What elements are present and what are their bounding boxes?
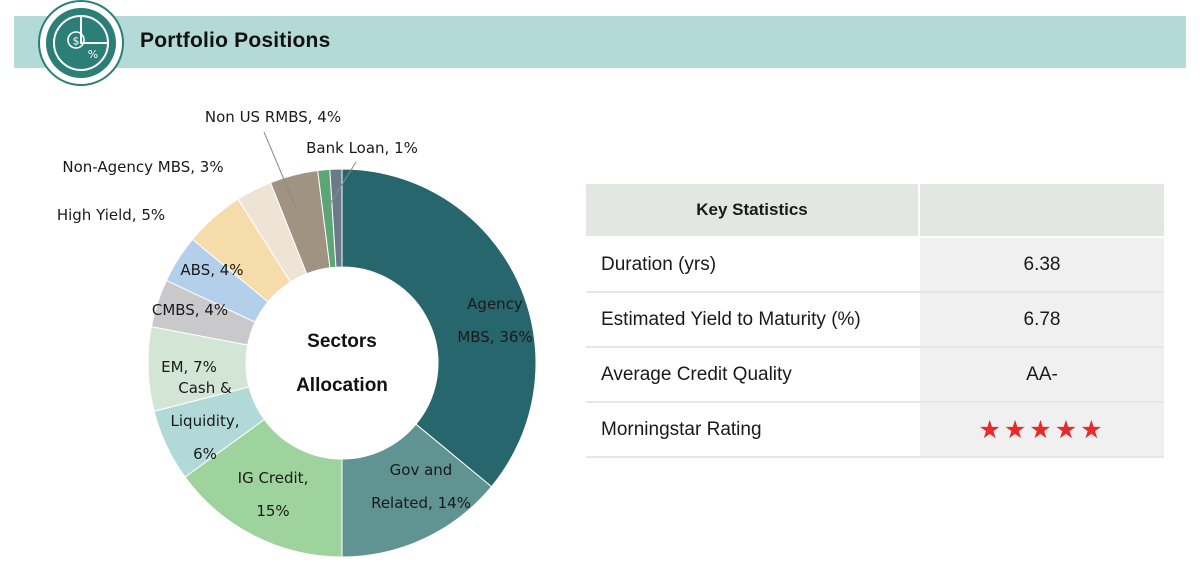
slice-agency-mbs xyxy=(341,168,537,488)
credit-quality-label: Average Credit Quality xyxy=(586,347,919,403)
slice-label-bank-loan: Bank Loan, 1% xyxy=(306,139,418,157)
header-bar xyxy=(14,16,1186,68)
pie-chart-percent-icon: $ % xyxy=(38,0,124,86)
sector-allocation-donut-chart: Agency MBS, 36% Gov and Related, 14% IG Cred… xyxy=(57,108,537,558)
svg-text:$: $ xyxy=(73,35,80,48)
credit-quality-value: AA- xyxy=(918,347,1164,403)
slice-label-cmbs: CMBS, 4% xyxy=(152,301,228,319)
slice-label-non-us-rmbs: Non US RMBS, 4% xyxy=(205,108,341,126)
slice-label-gov-and-related: Gov and Related, 14% xyxy=(371,461,471,512)
duration-value: 6.38 xyxy=(918,237,1164,293)
page-title: Portfolio Positions xyxy=(140,29,331,52)
leader-line-non-us-rmbs xyxy=(263,131,297,209)
slice-label-non-agency-mbs: Non-Agency MBS, 3% xyxy=(62,158,223,176)
slice-label-ig-credit: IG Credit, 15% xyxy=(238,469,309,520)
morningstar-label: Morningstar Rating xyxy=(586,402,919,458)
slice-label-high-yield: High Yield, 5% xyxy=(57,206,165,224)
center-label-line: Allocation xyxy=(296,375,388,396)
leader-line-bank-loan xyxy=(324,161,357,213)
center-label-line: Sectors xyxy=(307,331,377,352)
star-rating-icon: ★★★★★ xyxy=(978,415,1106,444)
slice-label-em: EM, 7% xyxy=(161,358,217,376)
duration-label: Duration (yrs) xyxy=(586,237,919,293)
stats-header-title: Key Statistics xyxy=(586,184,919,238)
key-statistics-table: Key Statistics Duration (yrs) 6.38 Estim… xyxy=(586,184,1164,458)
slice-label-cash-liquidity: Cash & Liquidity, 6% xyxy=(171,379,240,463)
stats-header-value xyxy=(918,184,1164,238)
morningstar-rating-value: ★★★★★ xyxy=(918,402,1164,458)
slice-other xyxy=(329,168,343,268)
slice-label-agency-mbs: Agency MBS, 36% xyxy=(457,295,532,346)
stats-row-yield: Estimated Yield to Maturity (%) 6.78 xyxy=(586,292,1164,348)
slice-label-abs: ABS, 4% xyxy=(180,261,243,279)
stats-row-credit-quality: Average Credit Quality AA- xyxy=(586,347,1164,403)
stats-row-morningstar: Morningstar Rating ★★★★★ xyxy=(586,402,1164,458)
svg-text:%: % xyxy=(88,48,98,61)
yield-label: Estimated Yield to Maturity (%) xyxy=(586,292,919,348)
yield-value: 6.78 xyxy=(918,292,1164,348)
stats-row-duration: Duration (yrs) 6.38 xyxy=(586,237,1164,293)
stats-header-row: Key Statistics xyxy=(586,184,1164,238)
